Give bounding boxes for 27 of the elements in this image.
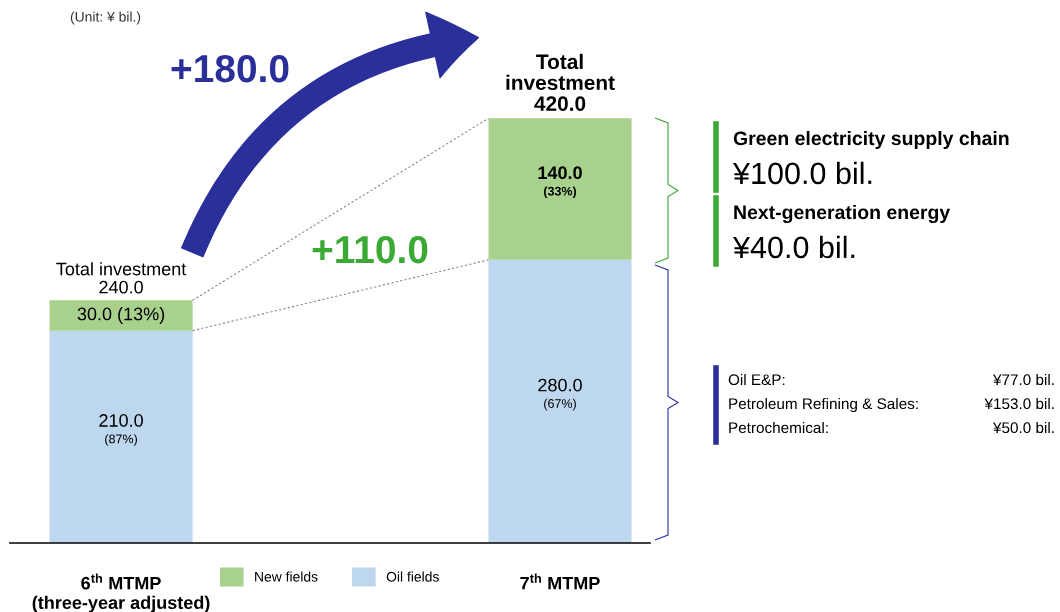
bar <box>488 118 632 260</box>
text: ¥40.0 bil. <box>732 235 855 259</box>
data-label: 210.0 (87%) <box>99 414 143 446</box>
text: ¥77.0 bil. <box>992 373 1054 386</box>
text: ¥100.0 bil. <box>732 161 872 185</box>
text: ¥50.0 bil. <box>992 421 1054 434</box>
text: ¥153.0 bil. <box>984 397 1054 410</box>
x-tick-label: 7$^{th}$ MTMP <box>520 573 600 590</box>
text: Oil E&P: <box>728 373 785 386</box>
bar <box>49 300 193 331</box>
bar <box>488 259 632 543</box>
bar <box>49 330 193 543</box>
total-label: Total investment 420.0 <box>506 53 615 111</box>
legend-label: New fields <box>255 571 318 582</box>
legend-label: Oil fields <box>386 571 439 582</box>
data-label: 280.0 (67%) <box>538 378 582 411</box>
total-label: Total investment 240.0 <box>56 262 187 294</box>
text: Green electricity supply chain <box>733 130 1009 150</box>
text: Petrochemical: <box>729 421 828 434</box>
data-label: 140.0 (33%) <box>538 166 582 199</box>
text: Next-generation energy <box>734 204 951 224</box>
text: (Unit: ¥ bil.) <box>70 11 141 25</box>
data-label: 30.0 (13%) <box>77 307 165 324</box>
text: Petroleum Refining & Sales: <box>729 397 918 413</box>
text: +180.0 <box>171 54 289 83</box>
x-tick-label: 6$^{th}$ MTMP (three-year adjusted) <box>32 573 210 612</box>
annotation: +110.0 <box>312 235 428 264</box>
